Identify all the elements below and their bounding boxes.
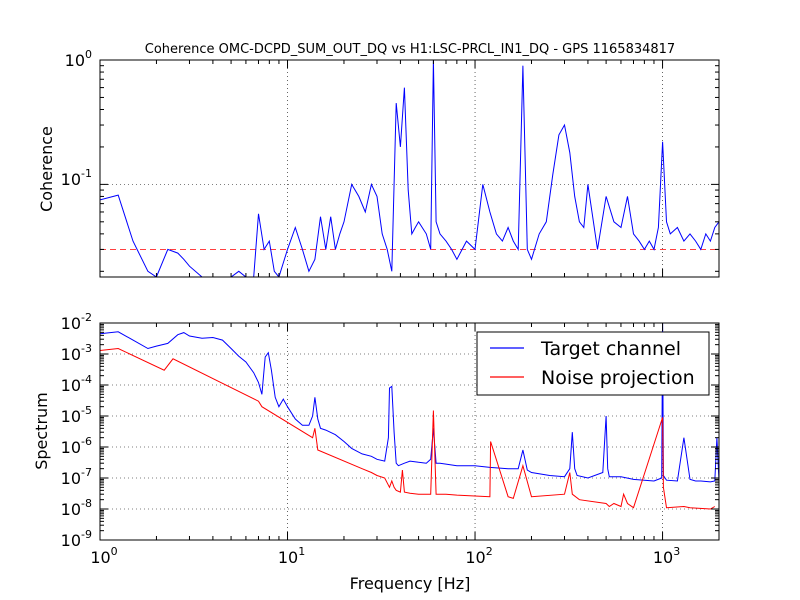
coherence-y-tick-exponent: -1 <box>81 167 92 180</box>
coherence-plot-area <box>100 60 719 277</box>
coherence-grid <box>100 60 719 277</box>
spectrum-lines <box>100 323 719 510</box>
spectrum-ticks <box>99 322 720 541</box>
spectrum-y-tick-exponent: -6 <box>81 435 92 448</box>
spectrum-y-tick-exponent: -7 <box>81 466 92 479</box>
legend-label-target: Target channel <box>540 338 681 360</box>
spectrum-y-tick-exponent: -4 <box>81 373 92 386</box>
coherence-lines <box>100 60 719 277</box>
legend-box <box>476 331 710 396</box>
coherence-panel: Coherence OMC-DCPD_SUM_OUT_DQ vs H1:LSC-… <box>37 42 720 278</box>
spectrum-y-tick-labels: 10-210-310-410-510-610-710-810-9 <box>61 311 92 550</box>
coherence-y-tick-exponent: 0 <box>85 48 92 61</box>
legend-label-noise: Noise projection <box>541 367 695 389</box>
x-axis-label: Frequency [Hz] <box>350 574 471 593</box>
x-tick-exponent: 1 <box>298 545 305 558</box>
x-tick-exponent: 2 <box>486 545 493 558</box>
spectrum-series-line-1 <box>100 347 716 510</box>
spectrum-frame <box>99 322 720 541</box>
spectrum-y-tick-exponent: -3 <box>81 342 92 355</box>
coherence-title: Coherence OMC-DCPD_SUM_OUT_DQ vs H1:LSC-… <box>145 42 675 57</box>
coherence-series-line-0 <box>100 60 719 277</box>
coherence-ticks <box>99 59 720 277</box>
spectrum-y-tick-exponent: -5 <box>81 404 92 417</box>
legend: Target channel Noise projection <box>476 331 710 396</box>
coherence-frame <box>99 59 720 278</box>
spectrum-y-tick-exponent: -9 <box>81 528 92 541</box>
x-tick-exponent: 0 <box>111 545 118 558</box>
spectrum-panel: 10-210-310-410-510-610-710-810-9 100 101 1… <box>32 311 720 593</box>
x-tick-exponent: 3 <box>673 545 680 558</box>
coherence-y-axis-label: Coherence <box>37 126 56 212</box>
spectrum-series-line-0 <box>100 323 719 483</box>
spectrum-y-tick-exponent: -2 <box>81 311 92 324</box>
spectrum-y-tick-exponent: -8 <box>81 497 92 510</box>
spectrum-y-axis-label: Spectrum <box>32 392 51 470</box>
